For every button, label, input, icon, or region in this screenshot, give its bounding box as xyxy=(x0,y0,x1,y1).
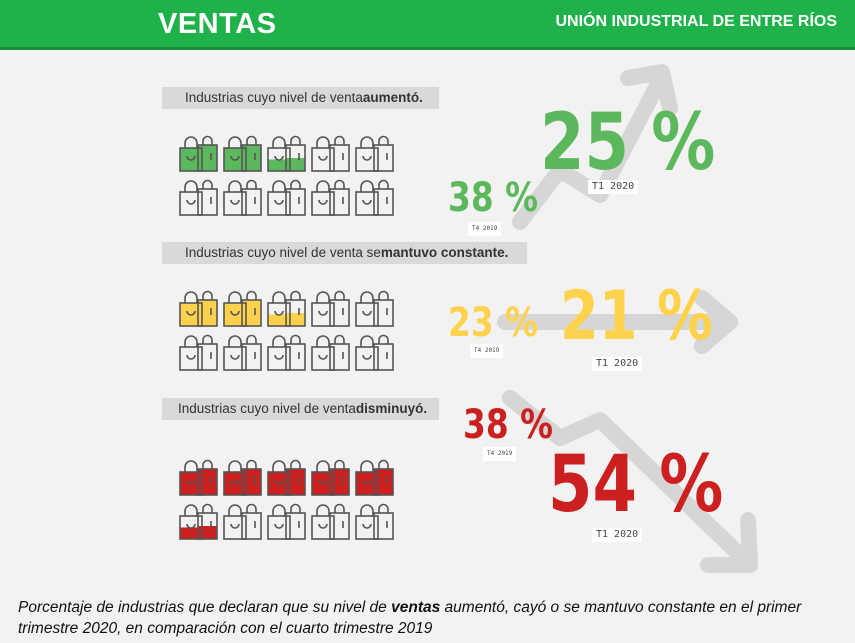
current-value-constant: 21 % xyxy=(560,277,713,356)
shopping-bag-icon-constant xyxy=(311,334,350,371)
label-decrease-text: Industrias cuyo nivel de venta xyxy=(178,401,356,416)
shopping-bag-icon-constant xyxy=(355,334,394,371)
figure-caption: Porcentaje de industrias que declaran qu… xyxy=(18,597,848,639)
caption-text-end: aumentó, cayó o se mantuvo constante en … xyxy=(18,599,802,637)
shopping-bag-icon-constant xyxy=(311,290,350,327)
shopping-bag-icon-increase xyxy=(223,135,262,172)
current-period-increase: T1 2020 xyxy=(588,180,639,194)
shopping-bag-icon-increase xyxy=(311,135,350,172)
label-increase: Industrias cuyo nivel de venta aumentó. xyxy=(162,87,439,109)
shopping-bag-icon-decrease xyxy=(267,459,306,496)
arrow-up-icon xyxy=(512,72,668,230)
prev-period-increase: T4 2019 xyxy=(468,222,502,236)
shopping-bag-icon-increase xyxy=(355,179,394,216)
organization-name: UNIÓN INDUSTRIAL DE ENTRE RÍOS xyxy=(555,13,838,30)
prev-value-decrease: 38 % xyxy=(463,402,553,448)
current-value-increase: 25 % xyxy=(540,98,716,188)
shopping-bag-icon-constant xyxy=(267,290,306,327)
page-title: VENTAS xyxy=(158,8,277,40)
shopping-bag-icon-decrease xyxy=(311,503,350,540)
arrow-down-icon xyxy=(502,390,753,568)
shopping-bag-icon-increase xyxy=(267,179,306,216)
arrow-right-head xyxy=(694,290,738,354)
shopping-bag-icon-constant xyxy=(267,334,306,371)
shopping-bag-icon-decrease xyxy=(179,459,218,496)
label-constant: Industrias cuyo nivel de venta se mantuv… xyxy=(162,242,527,264)
prev-value-increase: 38 % xyxy=(448,175,538,221)
arrow-up-head xyxy=(620,64,678,116)
shopping-bag-icon-constant xyxy=(179,290,218,327)
shopping-bag-icon-increase xyxy=(267,135,306,172)
caption-bold-word: ventas xyxy=(391,599,441,616)
shopping-bag-icon-increase xyxy=(311,179,350,216)
current-period-decrease: T1 2020 xyxy=(592,528,643,542)
shopping-bag-icon-decrease xyxy=(355,503,394,540)
shopping-bag-icon-decrease xyxy=(267,503,306,540)
shopping-bag-icon-decrease xyxy=(223,503,262,540)
shopping-bag-icon-increase xyxy=(179,135,218,172)
header-bar: VENTAS UNIÓN INDUSTRIAL DE ENTRE RÍOS xyxy=(0,0,855,50)
label-constant-bold: mantuvo constante. xyxy=(380,245,509,260)
label-constant-text: Industrias cuyo nivel de venta se xyxy=(185,245,381,260)
current-value-decrease: 54 % xyxy=(548,440,724,530)
shopping-bag-icon-decrease xyxy=(179,503,218,540)
shopping-bag-icon-increase xyxy=(355,135,394,172)
shopping-bag-icon-constant xyxy=(223,290,262,327)
shopping-bag-icon-increase xyxy=(179,179,218,216)
shopping-bag-icon-constant xyxy=(179,334,218,371)
current-period-constant: T1 2020 xyxy=(592,357,643,371)
arrow-down-head xyxy=(700,512,758,573)
label-increase-text: Industrias cuyo nivel de venta xyxy=(185,90,363,105)
label-decrease-bold: disminuyó. xyxy=(355,401,428,416)
shopping-bag-icon-constant xyxy=(223,334,262,371)
shopping-bag-icon-decrease xyxy=(311,459,350,496)
shopping-bag-icon-decrease xyxy=(355,459,394,496)
prev-period-decrease: T4 2019 xyxy=(483,447,517,461)
label-decrease: Industrias cuyo nivel de venta disminuyó… xyxy=(162,398,439,420)
label-increase-bold: aumentó. xyxy=(362,90,423,105)
caption-text-start: Porcentaje de industrias que declaran qu… xyxy=(18,599,392,616)
shopping-bag-icon-constant xyxy=(355,290,394,327)
shopping-bag-icon-decrease xyxy=(223,459,262,496)
prev-value-constant: 23 % xyxy=(448,300,538,346)
shopping-bag-icon-increase xyxy=(223,179,262,216)
prev-period-constant: T4 2019 xyxy=(470,344,504,358)
